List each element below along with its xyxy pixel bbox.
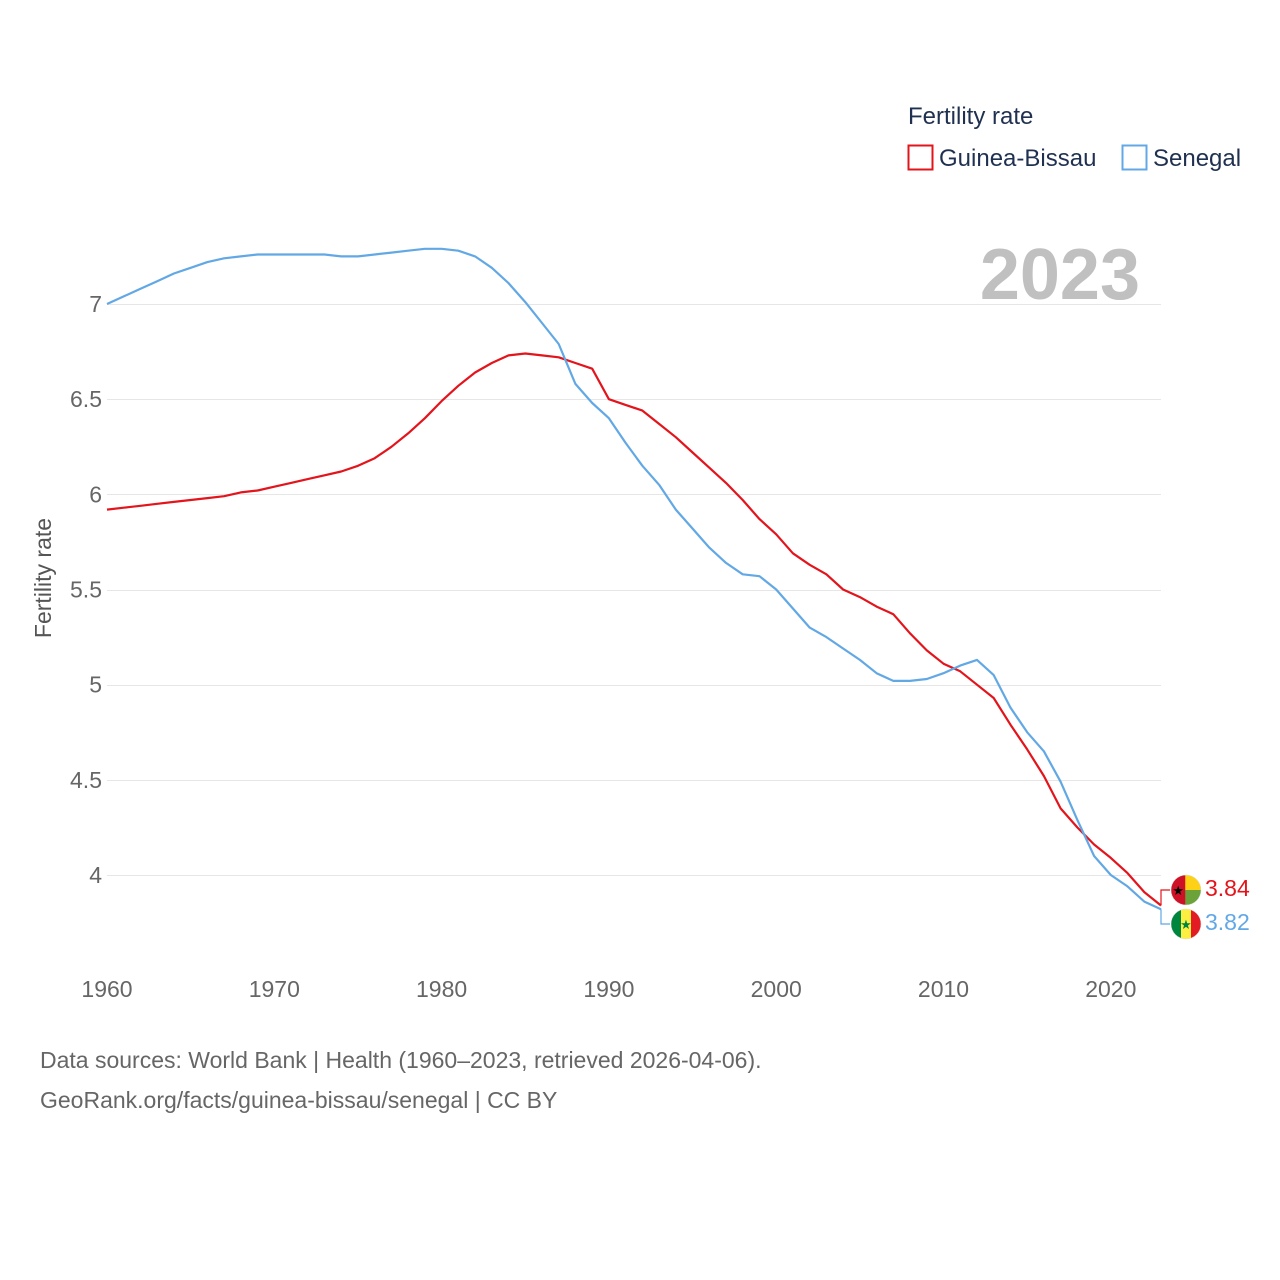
end-leader-line — [1160, 889, 1170, 906]
legend-label-guinea-bissau: Guinea-Bissau — [939, 145, 1096, 172]
source-link[interactable]: GeoRank.org/facts/guinea-bissau/senegal … — [40, 1087, 558, 1113]
footer: Data sources: World Bank | Health (1960–… — [40, 1040, 762, 1120]
line-chart: 4 4.5 5 5.5 6 6.5 7 1960 1970 1980 1990 2000 2010 20… — [30, 103, 1250, 1002]
x-tick-label: 1990 — [583, 976, 634, 1002]
guinea-bissau-flag-icon: ★ — [1170, 874, 1202, 906]
x-axis: 1960 1970 1980 1990 2000 2010 2020 — [81, 976, 1136, 1002]
year-label: 2023 — [980, 235, 1140, 315]
x-tick-label: 2010 — [918, 976, 969, 1002]
y-tick-label: 4 — [89, 862, 102, 888]
end-leader-line — [1160, 909, 1170, 925]
y-tick-label: 5 — [89, 672, 102, 698]
x-tick-label: 1960 — [81, 976, 132, 1002]
data-source-note: Data sources: World Bank | Health (1960–… — [40, 1047, 762, 1073]
senegal-flag-icon: ★ — [1170, 908, 1202, 940]
series-line-guinea-bissau[interactable] — [106, 352, 1162, 907]
y-axis: 4 4.5 5 5.5 6 6.5 7 — [70, 291, 102, 888]
y-tick-label: 7 — [89, 291, 102, 317]
series-layer — [106, 247, 1162, 911]
y-axis-title: Fertility rate — [30, 518, 56, 638]
x-tick-label: 1980 — [416, 976, 467, 1002]
grid-layer — [107, 304, 1161, 876]
y-tick-label: 6 — [89, 481, 102, 507]
end-labels: ★ 3.84 ★ 3.82 — [1160, 874, 1250, 940]
legend-label-senegal: Senegal — [1153, 145, 1241, 172]
y-tick-label: 6.5 — [70, 386, 102, 412]
legend[interactable]: Fertility rate Guinea-Bissau Senegal — [907, 103, 1242, 172]
legend-title: Fertility rate — [908, 103, 1033, 130]
legend-item-guinea-bissau[interactable]: Guinea-Bissau — [907, 144, 1097, 172]
end-value-label: 3.82 — [1205, 909, 1250, 935]
legend-swatch-senegal — [1121, 144, 1148, 171]
series-line-senegal[interactable] — [106, 247, 1162, 911]
legend-item-senegal[interactable]: Senegal — [1121, 144, 1242, 172]
x-tick-label: 1970 — [249, 976, 300, 1002]
svg-text:★: ★ — [1172, 883, 1184, 898]
svg-text:★: ★ — [1180, 917, 1192, 932]
x-tick-label: 2000 — [751, 976, 802, 1002]
x-tick-label: 2020 — [1085, 976, 1136, 1002]
y-tick-label: 4.5 — [70, 767, 102, 793]
end-value-label: 3.84 — [1205, 875, 1250, 901]
y-tick-label: 5.5 — [70, 577, 102, 603]
legend-swatch-guinea-bissau — [907, 144, 934, 171]
